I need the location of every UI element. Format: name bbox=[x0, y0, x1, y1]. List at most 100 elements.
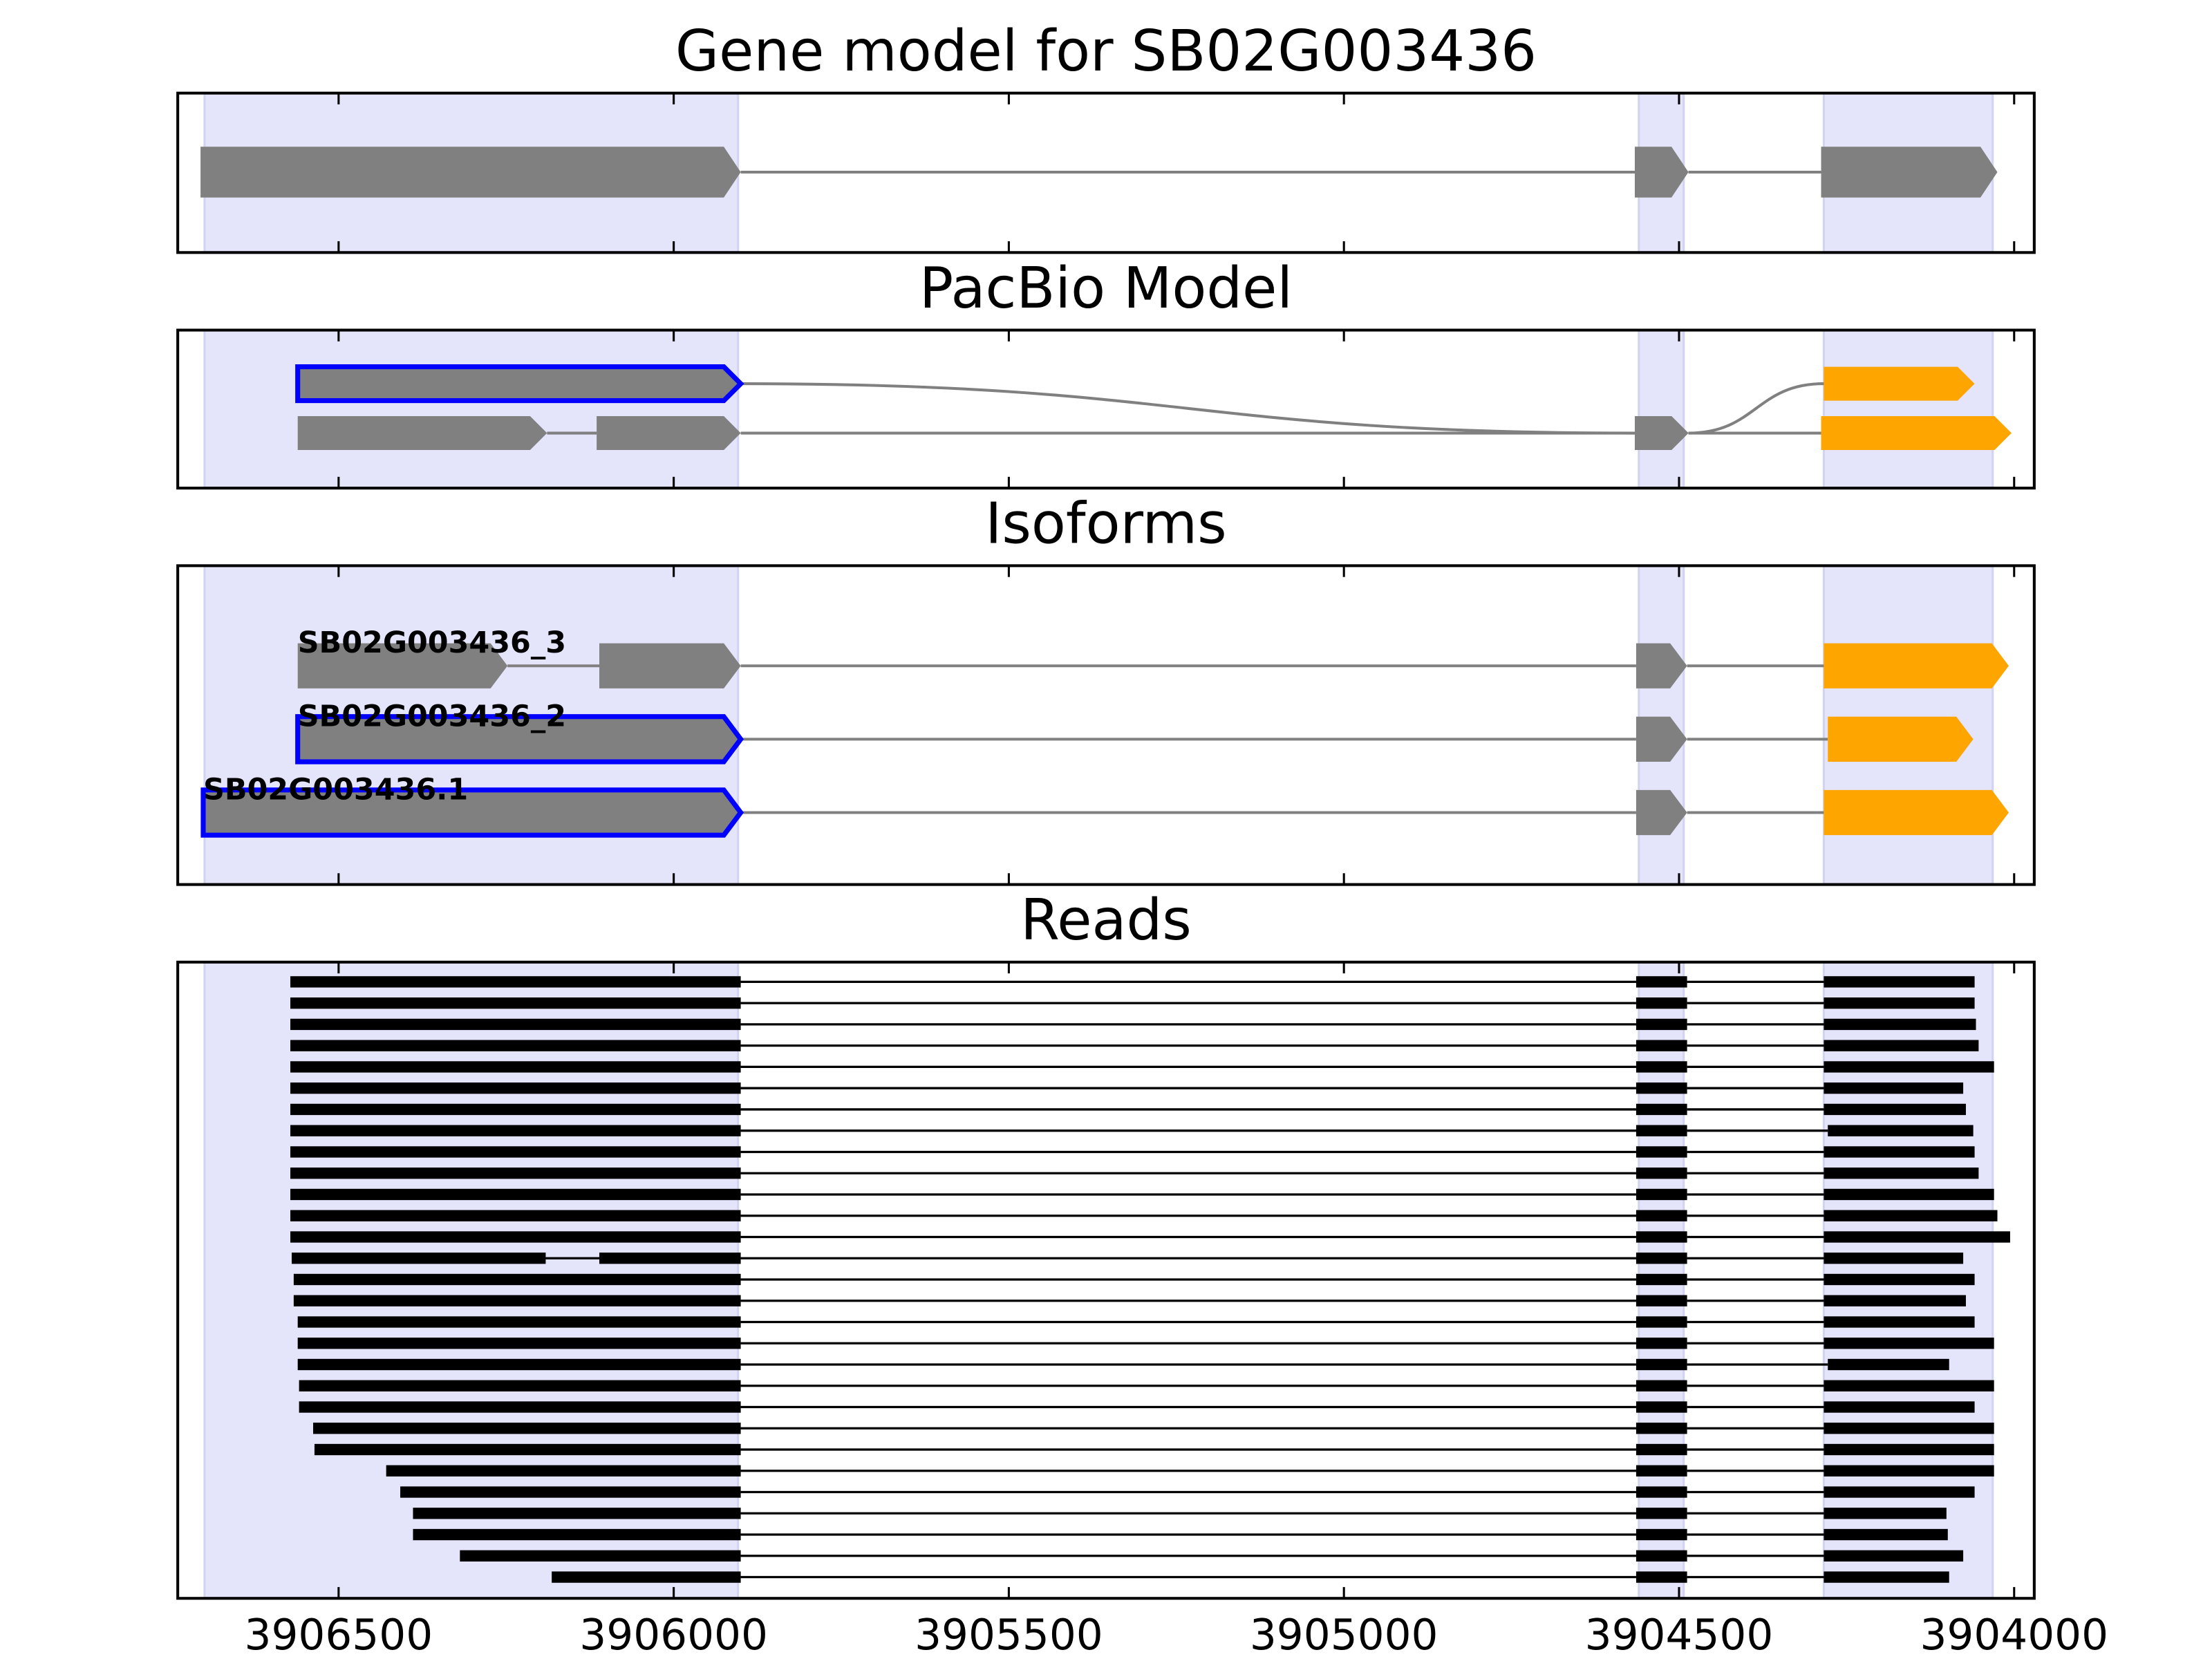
read-block bbox=[1824, 1082, 1964, 1094]
read-block bbox=[1635, 1273, 1687, 1286]
exon bbox=[295, 364, 744, 404]
read-block bbox=[290, 997, 741, 1009]
exon bbox=[1635, 716, 1687, 762]
read-block bbox=[1824, 1401, 1975, 1413]
read-block bbox=[1824, 1146, 1975, 1158]
read-block bbox=[413, 1508, 741, 1519]
panel-frame bbox=[176, 564, 2036, 886]
read-block bbox=[1824, 1018, 1976, 1031]
read-block bbox=[1635, 1528, 1687, 1541]
read-block bbox=[1824, 1295, 1966, 1306]
exon bbox=[599, 643, 741, 688]
read-block bbox=[1824, 1380, 1994, 1391]
read-block bbox=[1635, 1082, 1687, 1094]
panel-frame bbox=[176, 91, 2036, 254]
highlight-region bbox=[1638, 329, 1685, 489]
read-block bbox=[290, 1146, 741, 1158]
read-block bbox=[1635, 1423, 1687, 1434]
exon bbox=[597, 416, 741, 451]
read-block bbox=[290, 1061, 741, 1073]
read-block bbox=[1635, 1188, 1687, 1201]
read-block bbox=[552, 1571, 741, 1583]
exon bbox=[1634, 416, 1689, 451]
read-block bbox=[1635, 1486, 1687, 1498]
panel-frame bbox=[176, 328, 2036, 490]
read-block bbox=[1635, 1040, 1687, 1051]
read-block bbox=[293, 1295, 741, 1306]
read-block bbox=[1635, 1146, 1687, 1158]
read-block bbox=[297, 1316, 741, 1328]
exon bbox=[200, 787, 744, 838]
read-block bbox=[1635, 997, 1687, 1009]
read-block bbox=[1824, 1188, 1994, 1201]
panel-title: Gene model for SB02G003436 bbox=[675, 19, 1537, 84]
read-block bbox=[1635, 1125, 1687, 1136]
read-block bbox=[1824, 1253, 1964, 1264]
x-tick-label: 3906500 bbox=[245, 1611, 433, 1659]
read-block bbox=[293, 1273, 741, 1286]
read-block bbox=[299, 1401, 741, 1413]
exon bbox=[1828, 716, 1974, 762]
read-block bbox=[1635, 1380, 1687, 1391]
panel-title: PacBio Model bbox=[919, 256, 1293, 321]
panel-frame bbox=[176, 960, 2036, 1600]
exon bbox=[1821, 416, 2012, 451]
read-block bbox=[290, 1018, 741, 1031]
read-block bbox=[1824, 1508, 1947, 1519]
read-block bbox=[1824, 1550, 1964, 1562]
panel-title: Reads bbox=[1020, 888, 1192, 953]
read-block bbox=[1828, 1358, 1949, 1371]
read-block bbox=[290, 1231, 741, 1243]
read-block bbox=[1824, 1168, 1979, 1179]
read-block bbox=[1824, 1423, 1994, 1434]
exon bbox=[1821, 147, 1998, 198]
read-block bbox=[1824, 1486, 1975, 1498]
exon bbox=[1824, 789, 2009, 836]
read-block bbox=[599, 1253, 741, 1264]
read-block bbox=[1635, 1210, 1687, 1221]
exon bbox=[1824, 643, 2009, 688]
read-block bbox=[1635, 1401, 1687, 1413]
read-block bbox=[314, 1443, 741, 1456]
read-block bbox=[1635, 1103, 1687, 1116]
read-block bbox=[290, 1168, 741, 1179]
read-block bbox=[1824, 1061, 1994, 1073]
isoform-label: SB02G003436_2 bbox=[298, 699, 566, 733]
x-tick-label: 3904000 bbox=[1920, 1611, 2108, 1659]
highlight-region bbox=[203, 329, 740, 489]
read-block bbox=[1824, 1316, 1975, 1328]
x-tick-label: 3906000 bbox=[579, 1611, 768, 1659]
read-block bbox=[460, 1550, 741, 1562]
read-block bbox=[1635, 1168, 1687, 1179]
exon bbox=[200, 147, 741, 198]
read-block bbox=[1635, 1295, 1687, 1306]
read-block bbox=[1635, 1338, 1687, 1349]
read-block bbox=[1824, 1571, 1949, 1583]
read-block bbox=[297, 1358, 741, 1371]
read-block bbox=[1635, 1465, 1687, 1477]
exon bbox=[297, 416, 547, 451]
read-block bbox=[291, 1253, 546, 1264]
exon bbox=[297, 643, 508, 688]
read-block bbox=[312, 1423, 741, 1434]
read-block bbox=[1824, 997, 1975, 1009]
read-block bbox=[1828, 1125, 1974, 1136]
read-block bbox=[290, 1082, 741, 1094]
read-block bbox=[1824, 1465, 1994, 1477]
read-block bbox=[1635, 1018, 1687, 1031]
intron bbox=[740, 382, 1635, 435]
read-block bbox=[1824, 1528, 1948, 1541]
exon bbox=[1824, 366, 1975, 401]
read-block bbox=[290, 1210, 741, 1221]
read-block bbox=[400, 1486, 741, 1498]
exon bbox=[1635, 789, 1687, 836]
read-block bbox=[1635, 1061, 1687, 1073]
isoform-label: SB02G003436.1 bbox=[203, 772, 468, 807]
read-block bbox=[1635, 976, 1687, 988]
read-block bbox=[413, 1528, 741, 1541]
read-block bbox=[1635, 1358, 1687, 1371]
read-block bbox=[1635, 1231, 1687, 1243]
intron bbox=[1688, 382, 1824, 435]
read-block bbox=[1824, 976, 1975, 988]
